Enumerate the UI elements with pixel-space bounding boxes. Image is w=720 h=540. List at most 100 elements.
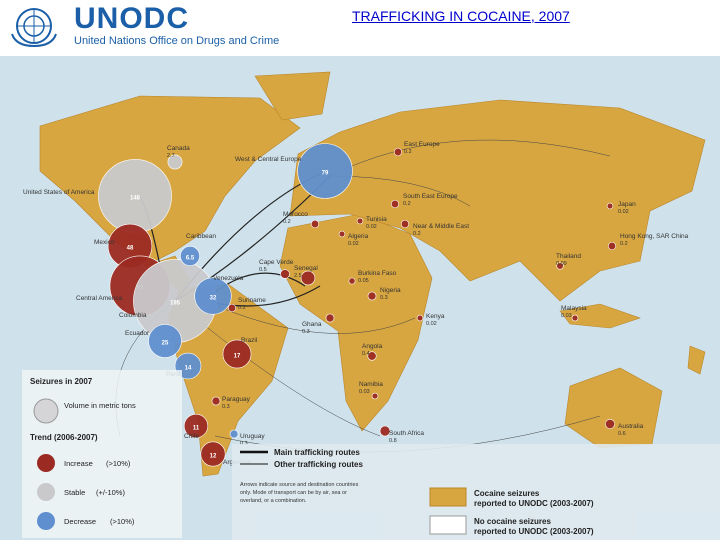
seizure-bubble bbox=[371, 392, 379, 400]
region-label: Hong Kong, SAR China bbox=[620, 233, 689, 240]
region-label: Nigeria bbox=[380, 287, 401, 294]
seizure-value: 0.05 bbox=[358, 278, 369, 284]
seizure-bubble bbox=[367, 351, 377, 361]
legend-decrease-range: (>10%) bbox=[110, 517, 135, 526]
legend-title: Seizures in 2007 bbox=[30, 377, 93, 386]
seizure-bubble bbox=[338, 230, 346, 238]
seizure-value: 0.03 bbox=[561, 313, 572, 319]
region-label: Namibia bbox=[359, 381, 383, 388]
seizure-value: 32 bbox=[210, 296, 217, 302]
region-label: Colombia bbox=[119, 312, 147, 319]
seizure-bubble bbox=[605, 419, 615, 429]
legend-note: overland, or a combination. bbox=[240, 498, 307, 504]
region-label: Venezuela bbox=[213, 275, 244, 282]
seizure-bubble bbox=[211, 396, 221, 406]
seizure-value: 0.2 bbox=[283, 219, 291, 225]
legend-note: Arrows indicate source and destination c… bbox=[240, 482, 359, 488]
seizure-bubble bbox=[194, 277, 232, 315]
legend: Seizures in 2007 Volume in metric tons T… bbox=[22, 370, 720, 540]
legend-main-routes: Main trafficking routes bbox=[274, 448, 360, 457]
seizure-value: 0.5 bbox=[259, 267, 267, 273]
seizure-bubble bbox=[607, 241, 617, 251]
region-label: Tunisia bbox=[366, 216, 387, 223]
seizure-value: 0.02 bbox=[618, 209, 629, 215]
region-label: Cape Verde bbox=[259, 259, 294, 266]
seizure-value: 0.8 bbox=[389, 438, 397, 444]
seizure-bubble bbox=[297, 143, 353, 199]
seizure-value: 0.2 bbox=[238, 305, 246, 311]
seizure-bubble bbox=[400, 219, 410, 229]
region-label: Ecuador bbox=[125, 330, 150, 337]
region-label: Central America bbox=[76, 295, 123, 302]
seizure-bubble bbox=[379, 425, 391, 437]
region-label: South East Europe bbox=[403, 193, 458, 200]
region-label: Morocco bbox=[283, 211, 308, 218]
region-label: Canada bbox=[167, 145, 190, 152]
seizure-bubble bbox=[229, 429, 239, 439]
seizure-bubble bbox=[280, 269, 290, 279]
seizure-bubble bbox=[183, 413, 209, 439]
region-label: Mexico bbox=[94, 239, 115, 246]
page-title[interactable]: TRAFFICKING IN COCAINE, 2007 bbox=[352, 8, 570, 24]
seizure-bubble bbox=[310, 219, 320, 229]
region-label: Kenya bbox=[426, 313, 445, 320]
legend-reported: Cocaine seizures bbox=[474, 489, 540, 498]
region-label: West & Central Europe bbox=[235, 156, 302, 163]
seizure-bubble bbox=[180, 246, 200, 266]
legend-not-reported: reported to UNODC (2003-2007) bbox=[474, 527, 594, 536]
seizure-value: 2.7 bbox=[167, 153, 175, 159]
legend-other-routes: Other trafficking routes bbox=[274, 460, 363, 469]
seizure-value: 0.2 bbox=[403, 201, 411, 207]
legend-note: only. Mode of transport can be by air, s… bbox=[240, 490, 347, 496]
seizure-value: 0.3 bbox=[222, 404, 230, 410]
seizure-value: 0.02 bbox=[348, 241, 359, 247]
seizure-bubble bbox=[227, 303, 237, 313]
region-label: South Africa bbox=[389, 430, 424, 437]
seizure-value: 148 bbox=[130, 196, 141, 202]
seizure-value: 79 bbox=[322, 171, 329, 177]
seizure-bubble bbox=[222, 339, 252, 369]
seizure-bubble bbox=[393, 147, 403, 157]
legend-stable: Stable bbox=[64, 488, 85, 497]
region-label: Brazil bbox=[241, 337, 258, 344]
legend-increase: Increase bbox=[64, 459, 93, 468]
seizure-value: 0.3 bbox=[302, 329, 310, 335]
seizure-bubble bbox=[348, 277, 356, 285]
region-label: Caribbean bbox=[186, 233, 216, 240]
region-label: Ghana bbox=[302, 321, 322, 328]
region-label: Suriname bbox=[238, 297, 266, 304]
seizure-value: 0.2 bbox=[413, 231, 421, 237]
logo-text: UNODC bbox=[74, 2, 189, 35]
region-label: Thailand bbox=[556, 253, 581, 260]
seizure-value: 0.02 bbox=[426, 321, 437, 327]
legend-volume: Volume in metric tons bbox=[64, 401, 136, 410]
legend-trend-title: Trend (2006-2007) bbox=[30, 433, 98, 442]
seizure-value: 0.3 bbox=[380, 295, 388, 301]
un-emblem bbox=[11, 8, 57, 48]
legend-increase-range: (>10%) bbox=[106, 459, 131, 468]
seizure-value: 0.03 bbox=[359, 389, 370, 395]
region-label: Malaysia bbox=[561, 305, 587, 312]
seizure-value: 48 bbox=[127, 246, 134, 252]
seizure-bubble bbox=[416, 314, 424, 322]
seizure-value: 0.09 bbox=[556, 261, 567, 267]
seizure-bubble bbox=[367, 291, 377, 301]
region-label: Paraguay bbox=[222, 396, 251, 403]
seizure-value: 0.2 bbox=[404, 149, 412, 155]
seizure-value: 14 bbox=[185, 366, 192, 372]
seizure-value: 11 bbox=[193, 426, 200, 432]
seizure-bubble bbox=[167, 154, 183, 170]
region-label: Near & Middle East bbox=[413, 223, 469, 230]
seizure-value: 12 bbox=[210, 454, 217, 460]
region-label: Australia bbox=[618, 423, 644, 430]
region-label: Senegal bbox=[294, 265, 318, 272]
region-label: Chile bbox=[184, 433, 199, 440]
seizure-bubble bbox=[300, 270, 316, 286]
region-label: East Europe bbox=[404, 141, 440, 148]
organization: United Nations Office on Drugs and Crime bbox=[74, 35, 280, 47]
seizure-bubble bbox=[148, 324, 182, 358]
seizure-value: 25 bbox=[162, 341, 169, 347]
region-label: Uruguay bbox=[240, 433, 265, 440]
